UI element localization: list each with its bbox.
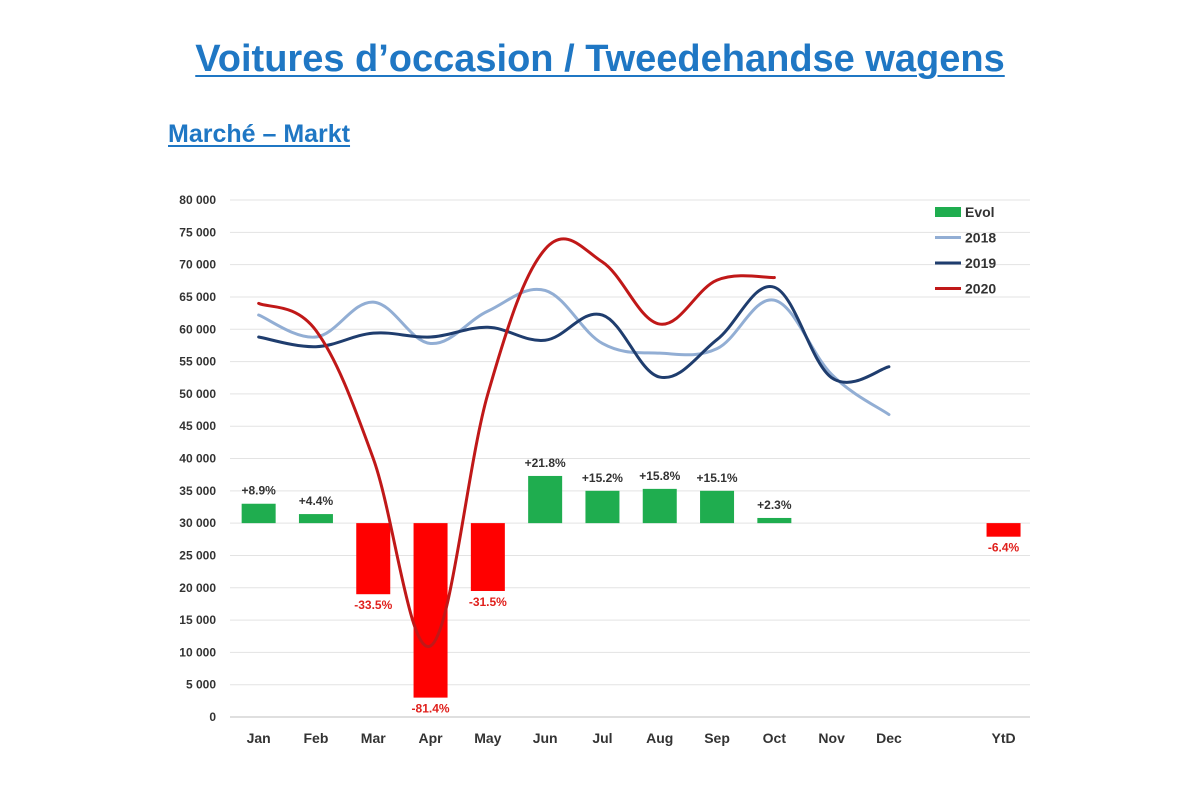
legend-swatch-evol: [935, 207, 961, 217]
x-tick-label: Jul: [592, 730, 612, 746]
y-tick-label: 20 000: [179, 581, 216, 595]
legend-label: 2018: [965, 230, 996, 246]
bar: [986, 523, 1021, 537]
bar: [298, 514, 333, 524]
bar-data-label: +4.4%: [299, 494, 334, 508]
bar: [700, 490, 735, 524]
y-tick-label: 60 000: [179, 322, 216, 336]
page-title: Voitures d’occasion / Tweedehandse wagen…: [195, 38, 1005, 80]
legend-label: 2020: [965, 281, 996, 297]
bar-data-label: +21.8%: [525, 456, 566, 470]
bar: [470, 523, 505, 591]
x-tick-label: Feb: [304, 730, 329, 746]
legend: Evol 2018 2019 2020: [935, 204, 996, 297]
legend-label: Evol: [965, 204, 995, 220]
x-tick-label: Mar: [361, 730, 386, 746]
legend-label: 2019: [965, 255, 996, 271]
bar-data-label: +15.1%: [697, 471, 738, 485]
bar: [413, 523, 448, 698]
bar: [585, 490, 620, 524]
y-tick-label: 65 000: [179, 290, 216, 304]
bar: [528, 475, 563, 524]
x-tick-label: Nov: [818, 730, 845, 746]
x-tick-label: Jun: [533, 730, 558, 746]
bar-data-label: -33.5%: [354, 598, 392, 612]
y-tick-label: 15 000: [179, 613, 216, 627]
y-tick-label: 10 000: [179, 645, 216, 659]
bar: [241, 503, 276, 524]
x-tick-label: May: [474, 730, 501, 746]
y-tick-label: 35 000: [179, 484, 216, 498]
bar-data-label: -6.4%: [988, 541, 1020, 555]
y-tick-label: 5 000: [186, 678, 216, 692]
line-layer: [257, 237, 891, 648]
y-tick-label: 80 000: [179, 193, 216, 207]
y-tick-label: 75 000: [179, 225, 216, 239]
y-tick-label: 50 000: [179, 387, 216, 401]
label-layer: Jan Feb Mar Apr May Jun Jul Aug Sep Oct Nov Dec YtD +…: [241, 456, 1019, 746]
bar-data-label: -81.4%: [412, 702, 450, 716]
y-tick-label: 45 000: [179, 419, 216, 433]
series-line-2018: [257, 287, 891, 417]
x-tick-label: Apr: [418, 730, 443, 746]
x-tick-label: Jan: [247, 730, 271, 746]
grid-layer: 0 5 000 10 000 15 000 20 000 25 000 30 000 35 0…: [179, 193, 1030, 724]
bar: [757, 517, 792, 524]
x-tick-label: Aug: [646, 730, 673, 746]
bar-layer: [241, 475, 1021, 698]
x-tick-label: YtD: [991, 730, 1015, 746]
series-line-2020: [257, 237, 776, 648]
x-tick-label: Sep: [704, 730, 730, 746]
page-subtitle: Marché – Markt: [168, 120, 351, 148]
x-tick-label: Oct: [763, 730, 787, 746]
y-tick-label: 40 000: [179, 452, 216, 466]
bar-data-label: +15.2%: [582, 471, 623, 485]
y-tick-label: 25 000: [179, 548, 216, 562]
y-tick-label: 70 000: [179, 258, 216, 272]
x-tick-label: Dec: [876, 730, 902, 746]
y-tick-label: 30 000: [179, 516, 216, 530]
bar-data-label: -31.5%: [469, 595, 507, 609]
bar-data-label: +8.9%: [241, 484, 276, 498]
y-tick-label: 55 000: [179, 355, 216, 369]
series-line-2019: [257, 285, 891, 384]
y-tick-label: 0: [209, 710, 216, 724]
bar-data-label: +2.3%: [757, 498, 792, 512]
bar: [356, 523, 391, 595]
bar: [642, 488, 677, 524]
bar-data-label: +15.8%: [639, 469, 680, 483]
